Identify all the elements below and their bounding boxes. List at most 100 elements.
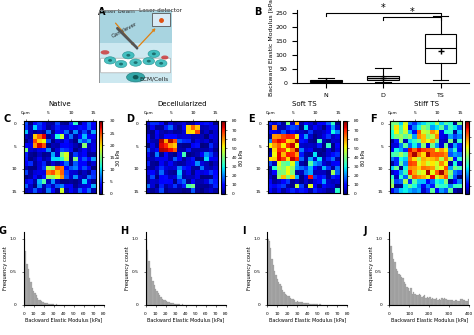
Bar: [45, 303, 46, 305]
Bar: [167, 302, 168, 305]
Bar: [178, 304, 179, 305]
Bar: [182, 304, 183, 305]
Bar: [295, 302, 297, 305]
Bar: [452, 300, 453, 305]
Bar: [408, 288, 409, 305]
Bar: [159, 295, 160, 305]
Ellipse shape: [122, 52, 134, 59]
Y-axis label: Frequency count: Frequency count: [369, 247, 374, 290]
Bar: [417, 295, 419, 305]
Text: G: G: [0, 226, 6, 236]
Bar: [311, 304, 313, 305]
Bar: [146, 239, 147, 305]
Bar: [44, 303, 45, 305]
Bar: [468, 299, 469, 305]
Title: Native: Native: [48, 102, 71, 108]
Bar: [179, 304, 180, 305]
Title: Soft TS: Soft TS: [292, 102, 317, 108]
Text: D: D: [126, 114, 134, 124]
Bar: [394, 262, 396, 305]
Bar: [460, 299, 461, 305]
Bar: [275, 275, 277, 305]
Polygon shape: [137, 47, 138, 50]
Bar: [30, 282, 32, 305]
X-axis label: Backward Elastic Modulus [kPa]: Backward Elastic Modulus [kPa]: [391, 317, 468, 322]
X-axis label: Backward Elastic Modulus [kPa]: Backward Elastic Modulus [kPa]: [269, 317, 346, 322]
Ellipse shape: [104, 57, 116, 64]
Bar: [457, 301, 458, 305]
Text: F: F: [370, 114, 377, 124]
Bar: [453, 300, 455, 305]
Bar: [300, 302, 301, 305]
Bar: [163, 300, 164, 305]
Bar: [292, 298, 294, 305]
Bar: [151, 277, 152, 305]
Bar: [401, 277, 402, 305]
Ellipse shape: [133, 75, 138, 79]
Bar: [290, 298, 292, 305]
Bar: [309, 304, 310, 305]
Bar: [428, 298, 429, 305]
Bar: [148, 261, 149, 305]
Bar: [402, 278, 404, 305]
Ellipse shape: [130, 59, 141, 66]
PathPatch shape: [367, 76, 399, 80]
Bar: [38, 300, 40, 305]
Text: Laser beam: Laser beam: [100, 9, 135, 14]
Bar: [274, 271, 275, 305]
Ellipse shape: [147, 60, 151, 63]
Bar: [427, 297, 428, 305]
Bar: [416, 295, 417, 305]
Ellipse shape: [100, 50, 109, 55]
Ellipse shape: [127, 72, 145, 82]
Bar: [399, 274, 400, 305]
Bar: [173, 304, 175, 305]
Bar: [464, 300, 465, 305]
Bar: [314, 304, 315, 305]
Text: ECM/Cells: ECM/Cells: [139, 76, 168, 81]
Bar: [156, 291, 157, 305]
Bar: [281, 286, 282, 305]
Bar: [285, 294, 286, 305]
Bar: [282, 290, 283, 305]
Bar: [303, 303, 305, 305]
Bar: [149, 268, 151, 305]
Ellipse shape: [108, 59, 112, 62]
Bar: [49, 304, 50, 305]
Bar: [176, 304, 178, 305]
Bar: [157, 293, 159, 305]
Ellipse shape: [152, 53, 156, 55]
Bar: [294, 300, 295, 305]
Bar: [436, 298, 437, 305]
Bar: [32, 287, 33, 305]
Bar: [152, 13, 170, 26]
Ellipse shape: [155, 60, 167, 67]
Bar: [430, 298, 432, 305]
Bar: [437, 299, 438, 305]
Bar: [152, 281, 154, 305]
Bar: [46, 303, 48, 305]
Bar: [42, 302, 44, 305]
FancyBboxPatch shape: [100, 58, 171, 73]
Bar: [162, 298, 163, 305]
Bar: [302, 302, 303, 305]
Bar: [458, 300, 460, 305]
Bar: [413, 292, 414, 305]
Bar: [410, 287, 412, 305]
Bar: [175, 304, 176, 305]
Bar: [392, 254, 393, 305]
Bar: [433, 299, 435, 305]
Y-axis label: 80 kPa: 80 kPa: [361, 149, 366, 165]
Bar: [271, 259, 273, 305]
Bar: [35, 293, 36, 305]
Bar: [283, 291, 285, 305]
Text: B: B: [254, 7, 261, 17]
Bar: [168, 302, 170, 305]
Bar: [435, 299, 436, 305]
Bar: [445, 299, 447, 305]
Bar: [429, 297, 430, 305]
Bar: [306, 304, 307, 305]
Bar: [164, 300, 165, 305]
Bar: [391, 247, 392, 305]
Bar: [420, 295, 421, 305]
